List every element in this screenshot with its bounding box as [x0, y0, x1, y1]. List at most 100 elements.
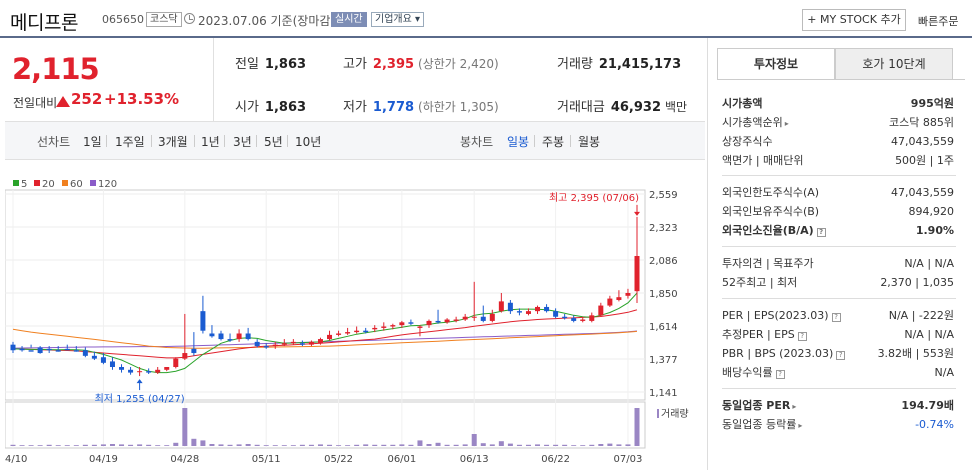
info-value: N/A | -222원: [888, 309, 954, 322]
divider: [106, 135, 107, 147]
tab-3year[interactable]: 3년: [233, 135, 252, 149]
volume-bar: [498, 441, 504, 446]
tab-weekly[interactable]: 주봉: [542, 135, 565, 149]
prev-close: 전일 1,863: [235, 57, 307, 72]
help-icon[interactable]: ?: [797, 332, 807, 341]
ma60-line: [12, 328, 638, 349]
info-label: 추정PER | EPS?: [722, 326, 807, 344]
price-summary: 2,115 전일대비 252 +13.53% 전일 1,863 고가 2,395 (상…: [5, 38, 705, 122]
tab-daily[interactable]: 일봉: [507, 135, 530, 149]
y-tick-label: 2,086: [649, 256, 678, 267]
candle-body: [516, 311, 522, 313]
volume-bar: [28, 445, 34, 446]
volume-bar: [119, 444, 125, 446]
tab-10year[interactable]: 10년: [295, 135, 322, 149]
candle-body: [607, 298, 613, 306]
volume-bar: [182, 408, 188, 446]
stock-header: 메디프론 065650 코스닥 2023.07.06 기준(장마감) 실시간 기…: [0, 0, 972, 38]
tab-1week[interactable]: 1주일: [115, 135, 145, 149]
candle-body: [562, 316, 568, 319]
info-row: 투자의견 | 목표주가 N/A | N/A: [722, 255, 954, 273]
x-tick-label: 07/03: [614, 454, 643, 465]
info-value: 894,920: [908, 205, 955, 218]
candle-body: [245, 333, 251, 340]
tab-hoga[interactable]: 호가 10단계: [835, 48, 953, 80]
volume-bar: [399, 444, 405, 446]
price-chart[interactable]: 5 20 60 120 2,559 2,323 2,086 1,850 1,614 1,377 1,…: [0, 170, 705, 470]
info-value: 코스닥 885위: [889, 116, 954, 129]
candle-body: [426, 320, 432, 326]
info-label[interactable]: 동일업종 등락률 ▸: [722, 418, 803, 431]
candle-chart-label[interactable]: 봉차트: [460, 135, 494, 149]
realtime-button[interactable]: 실시간: [331, 12, 367, 27]
y-tick-label: 1,377: [649, 355, 678, 366]
arrow-right-icon[interactable]: ▸: [784, 119, 789, 128]
price-chart-svg: 5 20 60 120 2,559 2,323 2,086 1,850 1,614 1,377 1,…: [0, 179, 689, 465]
volume-bar: [525, 444, 531, 446]
tab-1year[interactable]: 1년: [201, 135, 220, 149]
tab-1day[interactable]: 1일: [83, 135, 102, 149]
candle-body: [480, 316, 486, 321]
legend-label: 60: [70, 179, 83, 190]
candle-body: [64, 348, 70, 351]
volume-bar: [191, 438, 197, 446]
line-chart-label[interactable]: 선차트: [37, 135, 71, 149]
candle-body: [82, 350, 88, 356]
help-icon[interactable]: ?: [836, 351, 846, 360]
company-overview-dropdown[interactable]: 기업개요 ▾: [371, 12, 424, 27]
trade-amount: 거래대금 46,932 백만: [557, 100, 688, 115]
candle-body: [535, 306, 541, 312]
info-label[interactable]: 시가총액순위 ▸: [722, 116, 789, 129]
info-row: 상장주식수 47,043,559: [722, 133, 954, 151]
arrow-right-icon[interactable]: ▸: [792, 402, 797, 411]
candle-body: [634, 255, 640, 292]
tab-monthly[interactable]: 월봉: [578, 135, 601, 149]
help-icon[interactable]: ?: [775, 370, 785, 379]
ma120-line: [12, 330, 638, 349]
info-row: 액면가 | 매매단위 500원 | 1주: [722, 152, 954, 170]
volume-bar: [616, 444, 622, 446]
volume-bar: [263, 445, 269, 446]
tab-investment-info[interactable]: 투자정보: [717, 48, 835, 80]
candle-body: [399, 322, 405, 326]
divider: [722, 388, 956, 389]
info-value: 194.79배: [901, 399, 954, 412]
divider: [256, 135, 257, 147]
info-row: 동일업종 등락률 ▸ -0.74%: [722, 416, 954, 434]
quick-order-link[interactable]: 빠른주문: [918, 15, 959, 28]
help-icon[interactable]: ?: [816, 228, 826, 237]
candle-body: [372, 327, 378, 330]
info-label[interactable]: 동일업종 PER ▸: [722, 399, 797, 412]
volume-bar: [299, 444, 305, 446]
volume-bar: [281, 445, 287, 446]
candle-body: [182, 353, 188, 359]
volume-bar: [417, 440, 423, 446]
info-label: 투자의견 | 목표주가: [722, 257, 814, 270]
divider: [717, 79, 965, 80]
help-icon[interactable]: ?: [831, 313, 841, 322]
volume-bar: [245, 444, 251, 446]
volume-bar: [10, 444, 16, 446]
volume-bar: [336, 445, 342, 446]
info-row: 외국인소진율(B/A)? 1.90%: [722, 222, 954, 240]
tab-3month[interactable]: 3개월: [158, 135, 188, 149]
candle-body: [553, 311, 559, 317]
add-mystock-button[interactable]: + MY STOCK 추가: [802, 9, 906, 31]
divider: [722, 298, 956, 299]
volume-bar: [390, 444, 396, 446]
arrow-right-icon[interactable]: ▸: [798, 421, 803, 430]
candle-body: [191, 348, 197, 354]
candle-body: [227, 339, 233, 341]
info-label: 시가총액: [722, 97, 763, 110]
legend-swatch: [62, 180, 68, 186]
x-tick-label: 06/22: [541, 454, 570, 465]
legend-swatch: [34, 180, 40, 186]
candle-body: [200, 311, 206, 331]
candle-body: [28, 350, 34, 352]
info-value: -0.74%: [915, 418, 954, 431]
tab-5year[interactable]: 5년: [264, 135, 283, 149]
chart-period-tabs: 선차트 1일 1주일 3개월 1년 3년 5년 10년 봉차트 일봉 주봉 월봉: [5, 122, 705, 160]
candle-body: [462, 316, 468, 320]
info-label: 배당수익률?: [722, 364, 785, 382]
volume-bar: [19, 445, 25, 446]
